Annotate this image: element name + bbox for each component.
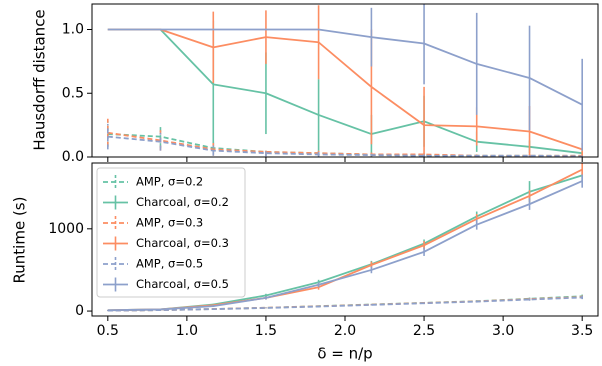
hausdorff-series-amp02 bbox=[107, 121, 583, 157]
hausdorff-series-amp05 bbox=[107, 123, 583, 158]
hausdorff-ytick-label-0: 0.0 bbox=[62, 149, 84, 165]
legend-entry-char05: Charcoal, σ=0.5 bbox=[103, 277, 229, 292]
legend-items: AMP, σ=0.2 Charcoal, σ=0.2 AMP, σ=0.3 Charc… bbox=[103, 175, 229, 292]
runtime-panel: 0 1000 0.5 1.0 1.5 2.0 2.5 3.0 3.5 Runtime (s) δ… bbox=[11, 162, 599, 363]
legend-entry-char02: Charcoal, σ=0.2 bbox=[103, 195, 229, 210]
runtime-xtick-label-1: 1.0 bbox=[176, 323, 198, 339]
hausdorff-plot-frame bbox=[91, 3, 599, 158]
hausdorff-panel: 0.0 0.5 1.0 Hausdorff distance bbox=[31, 3, 599, 165]
hausdorff-ytick-label-2: 1.0 bbox=[62, 22, 84, 38]
hausdorff-series-char02 bbox=[107, 20, 583, 156]
runtime-xlabel: δ = n/p bbox=[317, 345, 372, 363]
runtime-line-char05 bbox=[107, 180, 583, 312]
runtime-xtick-label-3: 2.0 bbox=[334, 323, 356, 339]
runtime-xtick-label-4: 2.5 bbox=[413, 323, 435, 339]
runtime-xtick-label-0: 0.5 bbox=[97, 323, 119, 339]
hausdorff-ytick-label-1: 0.5 bbox=[62, 85, 84, 101]
runtime-axes: 0 1000 0.5 1.0 1.5 2.0 2.5 3.0 3.5 bbox=[48, 221, 593, 339]
runtime-xtick-label-5: 3.0 bbox=[492, 323, 514, 339]
legend-label: Charcoal, σ=0.5 bbox=[136, 277, 229, 291]
legend-entry-amp05: AMP, σ=0.5 bbox=[103, 257, 203, 271]
hausdorff-axes: 0.0 0.5 1.0 bbox=[62, 22, 583, 165]
legend-label: AMP, σ=0.2 bbox=[136, 175, 203, 189]
legend-entry-char03: Charcoal, σ=0.3 bbox=[103, 236, 229, 251]
hausdorff-series-char03 bbox=[107, 5, 583, 157]
hausdorff-line-char02 bbox=[107, 28, 583, 155]
runtime-series-char05 bbox=[107, 174, 583, 312]
legend-entry-amp02: AMP, σ=0.2 bbox=[103, 175, 203, 189]
legend: AMP, σ=0.2 Charcoal, σ=0.2 AMP, σ=0.3 Charc… bbox=[96, 167, 246, 298]
legend-label: Charcoal, σ=0.2 bbox=[136, 195, 229, 209]
hausdorff-line-char05 bbox=[107, 28, 583, 106]
runtime-ytick-label-1: 1000 bbox=[48, 221, 84, 237]
hausdorff-line-char03 bbox=[107, 28, 583, 151]
hausdorff-marks bbox=[107, 4, 583, 158]
hausdorff-ylabel: Hausdorff distance bbox=[31, 9, 49, 150]
runtime-ytick-label-0: 0 bbox=[75, 303, 84, 319]
runtime-xtick-label-2: 1.5 bbox=[255, 323, 277, 339]
runtime-xtick-label-6: 3.5 bbox=[571, 323, 593, 339]
runtime-line-amp05 bbox=[107, 296, 583, 312]
runtime-ylabel: Runtime (s) bbox=[11, 197, 29, 284]
legend-label: AMP, σ=0.3 bbox=[136, 216, 203, 230]
hausdorff-series-char05 bbox=[107, 4, 583, 151]
hausdorff-line-amp05 bbox=[107, 135, 583, 158]
legend-box bbox=[96, 167, 246, 298]
legend-label: AMP, σ=0.5 bbox=[136, 257, 203, 271]
legend-label: Charcoal, σ=0.3 bbox=[136, 236, 229, 250]
legend-entry-amp03: AMP, σ=0.3 bbox=[103, 216, 203, 230]
runtime-marks bbox=[107, 163, 583, 312]
